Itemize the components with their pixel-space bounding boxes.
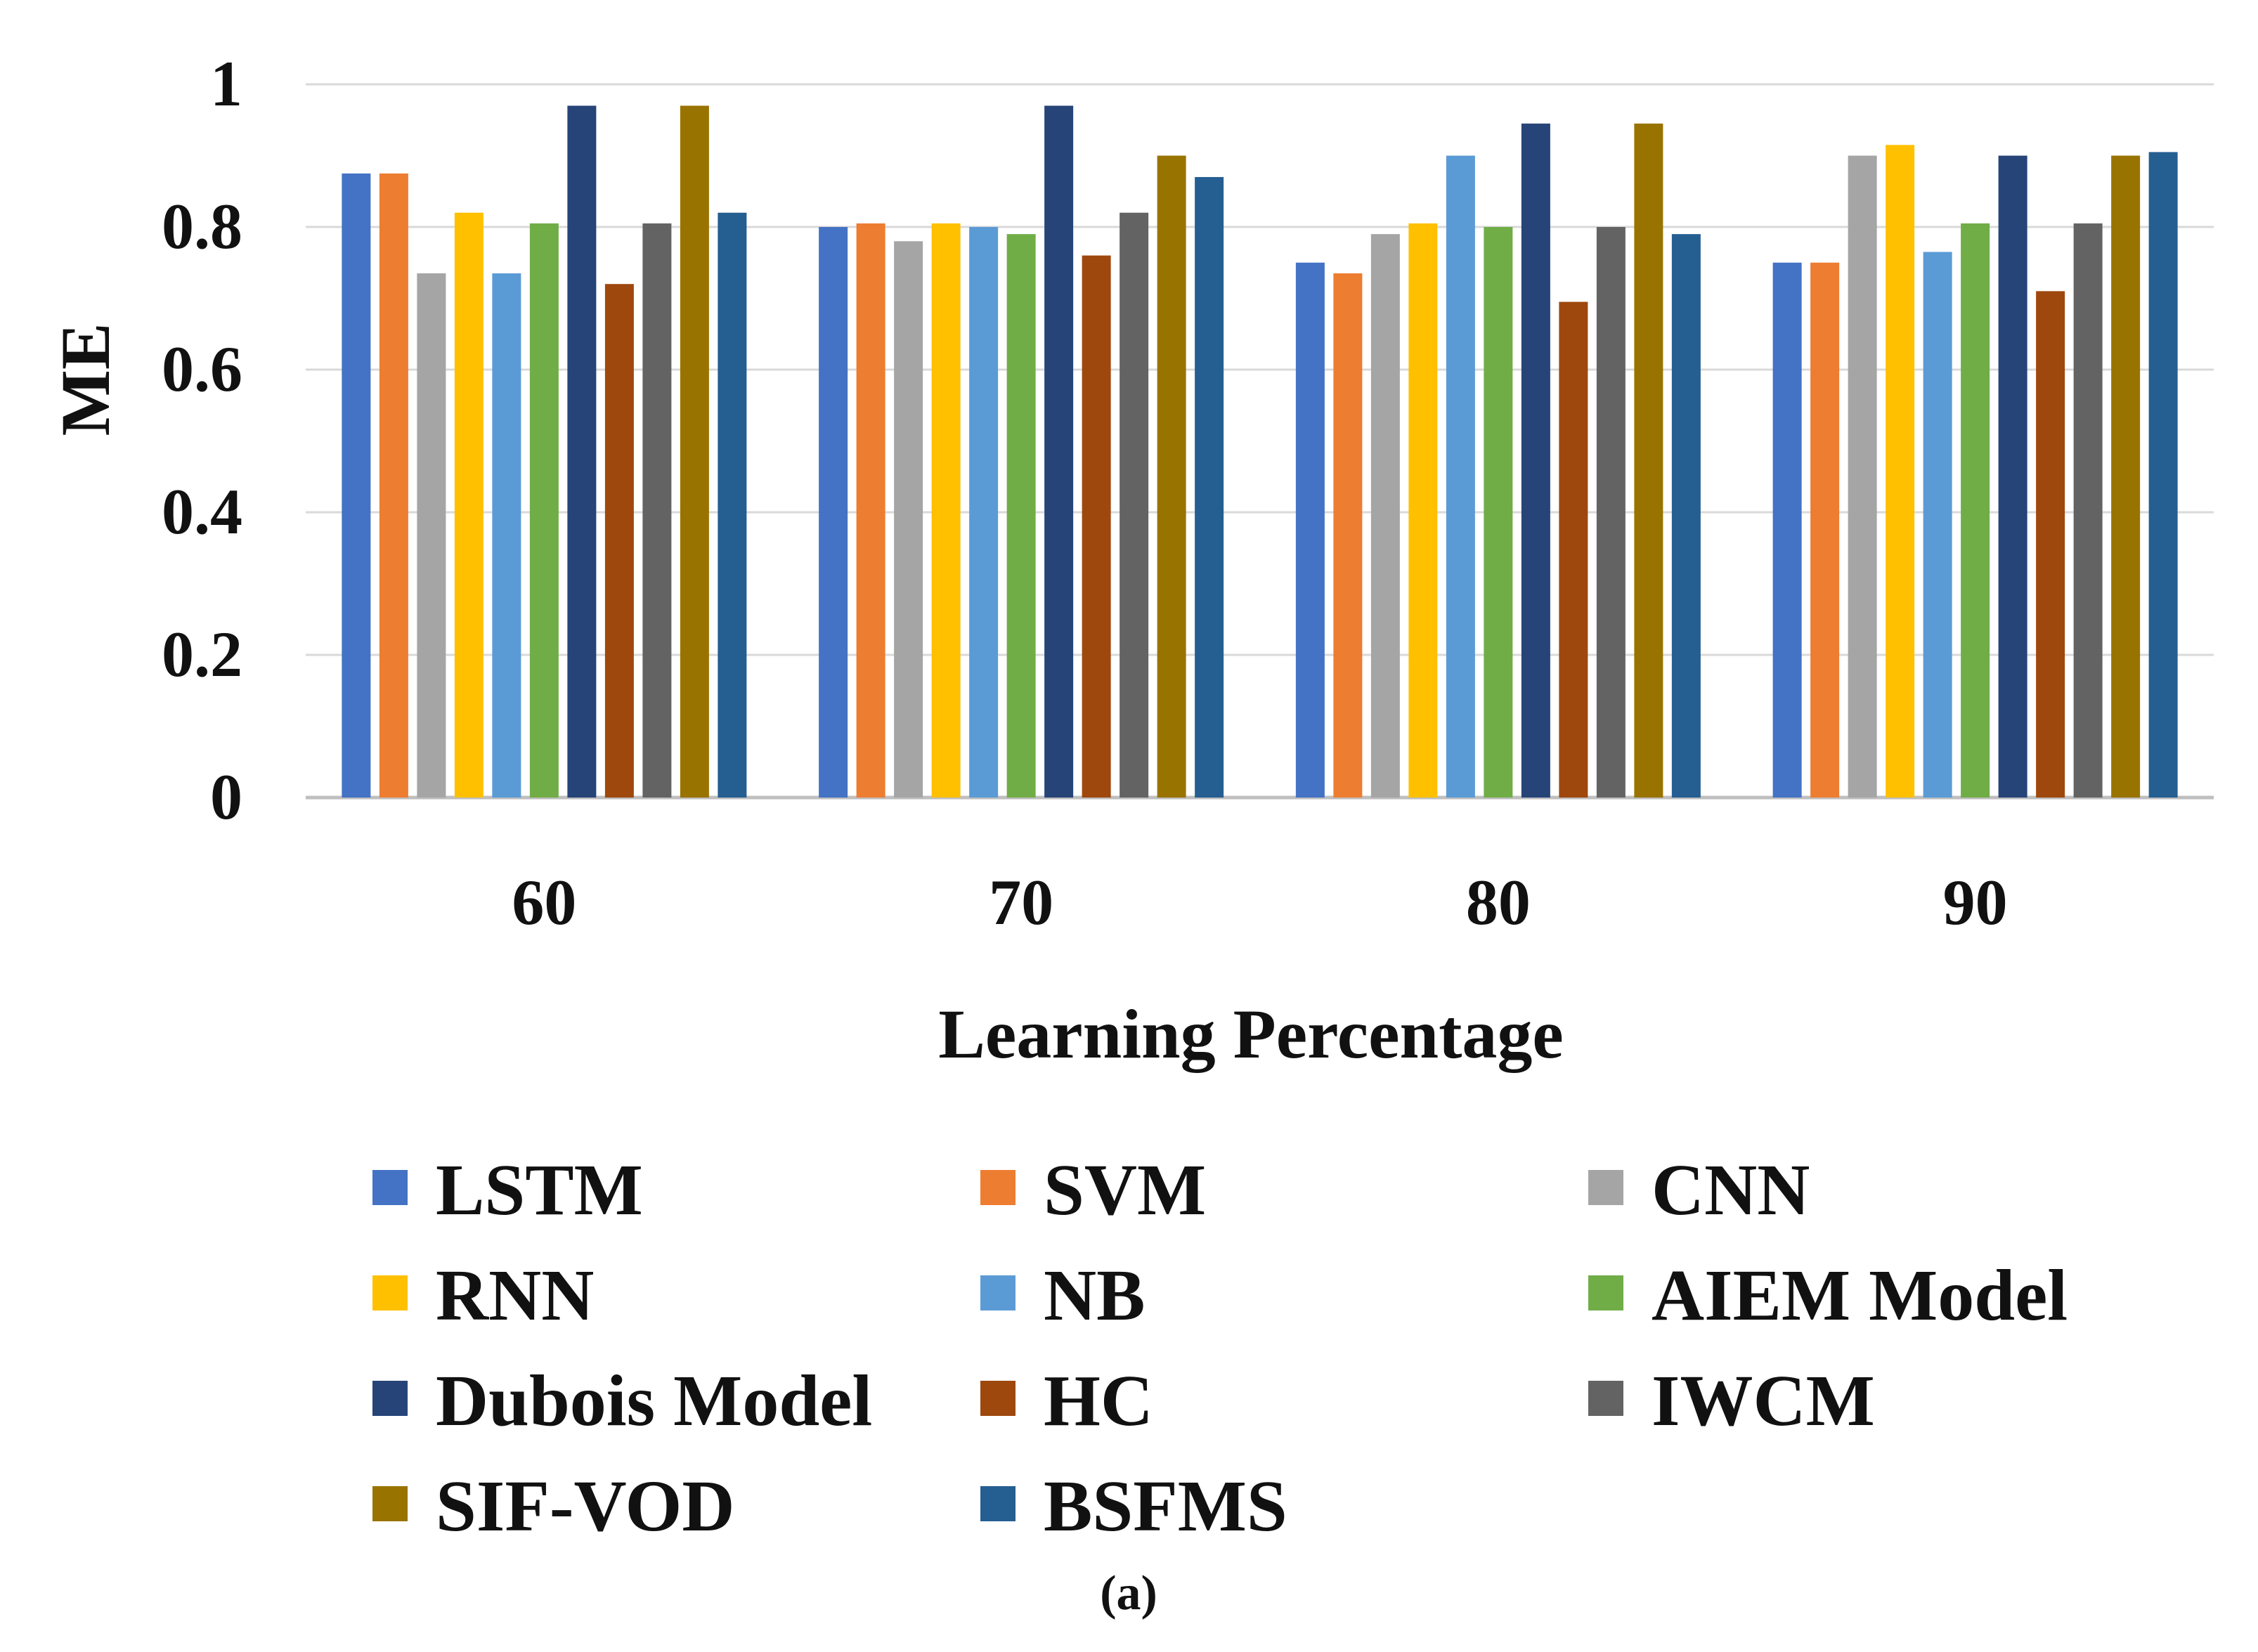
bar-hc-60 — [604, 284, 634, 798]
legend-label-lstm: LSTM — [436, 1150, 643, 1230]
bar-bsfms-80 — [1671, 234, 1701, 798]
bar-rnn-90 — [1886, 145, 1915, 798]
bar-iwcm-90 — [2073, 223, 2103, 798]
bar-aiem-model-70 — [1006, 234, 1036, 798]
bar-nb-70 — [969, 227, 999, 798]
bar-iwcm-80 — [1596, 227, 1626, 798]
legend-swatch-iwcm — [1588, 1381, 1623, 1416]
legend-swatch-svm — [980, 1170, 1016, 1205]
legend-swatch-rnn — [372, 1275, 408, 1310]
bar-svm-70 — [856, 223, 885, 798]
bar-rnn-70 — [931, 223, 961, 798]
bar-cnn-70 — [894, 241, 923, 798]
bar-svm-90 — [1810, 262, 1840, 798]
x-tick-label: 70 — [989, 866, 1053, 938]
bar-aiem-model-60 — [529, 223, 559, 798]
legend-swatch-nb — [980, 1275, 1016, 1310]
x-tick-label: 80 — [1466, 866, 1531, 938]
bar-dubois-model-60 — [567, 105, 597, 798]
bar-hc-80 — [1559, 301, 1588, 798]
bar-iwcm-70 — [1120, 212, 1149, 798]
legend-swatch-lstm — [372, 1170, 408, 1205]
legend-label-dubois-model: Dubois Model — [436, 1360, 872, 1441]
x-tick-label: 90 — [1943, 866, 2008, 938]
y-tick-label: 0.4 — [162, 476, 242, 547]
bar-cnn-80 — [1370, 234, 1400, 798]
x-tick-label: 60 — [512, 866, 576, 938]
bar-bsfms-70 — [1195, 176, 1224, 798]
bar-lstm-60 — [342, 173, 371, 798]
bar-svm-60 — [379, 173, 408, 798]
legend-label-rnn: RNN — [436, 1255, 594, 1336]
bar-lstm-70 — [819, 227, 848, 798]
bar-cnn-60 — [417, 273, 446, 798]
bar-dubois-model-90 — [1998, 155, 2027, 798]
legend-swatch-cnn — [1588, 1170, 1623, 1205]
x-axis-ticks: 60 70 80 90 — [512, 866, 2007, 938]
bar-sif-vod-70 — [1157, 155, 1186, 798]
caption-close-paren: ) — [1141, 1566, 1157, 1620]
bar-dubois-model-80 — [1521, 123, 1550, 798]
x-axis-label: Learning Percentage — [938, 995, 1564, 1073]
legend-swatch-hc — [980, 1381, 1016, 1416]
legend-label-aiem-model: AIEM Model — [1652, 1255, 2068, 1336]
legend-swatch-sif-vod — [372, 1486, 408, 1521]
bar-sif-vod-90 — [2111, 155, 2141, 798]
bar-bsfms-60 — [718, 212, 747, 798]
y-tick-label: 1 — [210, 48, 242, 119]
bar-nb-90 — [1923, 252, 1952, 798]
bar-svm-80 — [1333, 273, 1363, 798]
bar-hc-90 — [2036, 291, 2065, 798]
y-tick-label: 0.8 — [162, 190, 242, 262]
bar-aiem-model-80 — [1484, 227, 1513, 798]
legend: LSTM SVM CNN RNN NB AIEM Model Dubois Model HC I… — [372, 1150, 2068, 1547]
legend-label-bsfms: BSFMS — [1044, 1466, 1287, 1547]
bar-nb-60 — [492, 273, 521, 798]
bar-hc-70 — [1082, 255, 1111, 798]
bar-rnn-60 — [454, 212, 484, 798]
caption-letter: a — [1117, 1566, 1141, 1620]
legend-label-nb: NB — [1044, 1255, 1145, 1336]
bar-sif-vod-60 — [680, 105, 709, 798]
y-tick-label: 0 — [210, 761, 242, 833]
legend-label-sif-vod: SIF-VOD — [436, 1466, 735, 1547]
legend-label-hc: HC — [1044, 1360, 1153, 1441]
y-tick-label: 0.6 — [162, 333, 242, 405]
legend-label-iwcm: IWCM — [1652, 1360, 1875, 1441]
bar-dubois-model-70 — [1044, 105, 1074, 798]
bar-nb-80 — [1446, 155, 1475, 798]
figure-caption: (a) — [1100, 1566, 1157, 1620]
bars — [342, 105, 2178, 798]
caption-open-paren: ( — [1100, 1566, 1116, 1620]
bar-bsfms-90 — [2148, 152, 2178, 798]
legend-swatch-dubois-model — [372, 1381, 408, 1416]
bar-lstm-90 — [1772, 262, 1802, 798]
bar-lstm-80 — [1295, 262, 1325, 798]
bar-sif-vod-80 — [1634, 123, 1663, 798]
bar-aiem-model-90 — [1961, 223, 1990, 798]
bar-cnn-90 — [1848, 155, 1877, 798]
y-axis-label: ME — [46, 323, 124, 436]
y-tick-label: 0.2 — [162, 618, 242, 690]
bar-iwcm-60 — [642, 223, 672, 798]
legend-swatch-bsfms — [980, 1486, 1016, 1521]
y-axis-ticks: 0 0.2 0.4 0.6 0.8 1 — [162, 48, 242, 833]
legend-swatch-aiem-model — [1588, 1275, 1623, 1310]
legend-label-svm: SVM — [1044, 1150, 1206, 1230]
legend-label-cnn: CNN — [1652, 1150, 1810, 1230]
bar-rnn-80 — [1408, 223, 1438, 798]
